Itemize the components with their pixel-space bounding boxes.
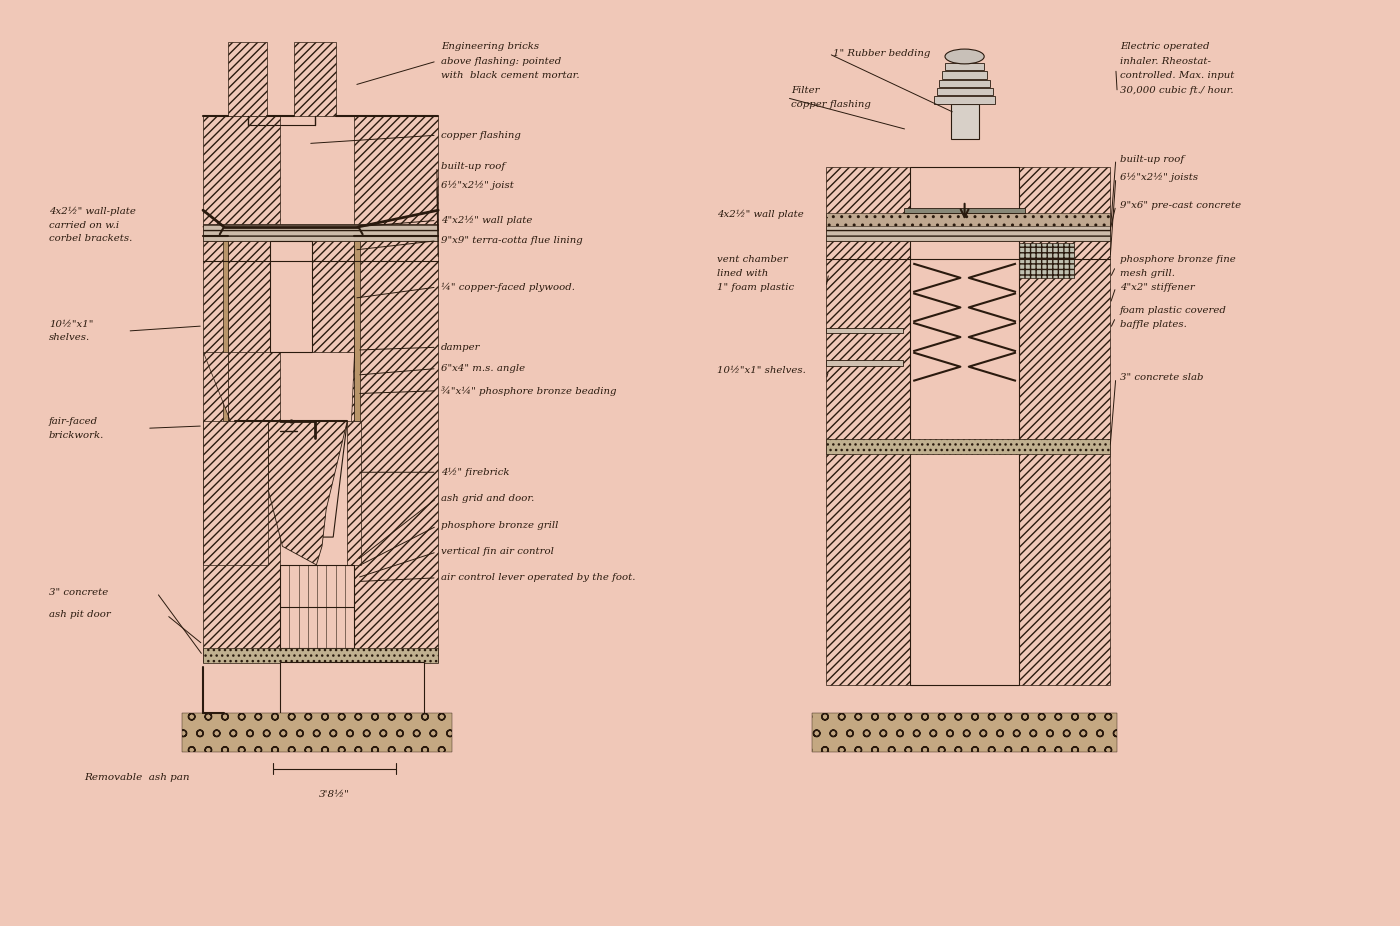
- Ellipse shape: [945, 49, 984, 64]
- Text: 3'8½": 3'8½": [319, 790, 350, 799]
- Bar: [1019, 243, 1074, 278]
- Text: 4x2½" wall plate: 4x2½" wall plate: [717, 210, 804, 219]
- Bar: [280, 565, 354, 648]
- Text: 3" concrete slab: 3" concrete slab: [1120, 373, 1204, 382]
- Bar: [354, 241, 360, 421]
- Text: corbel brackets.: corbel brackets.: [49, 234, 133, 244]
- Bar: [812, 713, 1117, 752]
- Text: foam plastic covered: foam plastic covered: [1120, 306, 1226, 315]
- Bar: [354, 116, 438, 662]
- Text: Engineering bricks: Engineering bricks: [441, 42, 539, 51]
- Bar: [910, 167, 1019, 685]
- Bar: [203, 224, 438, 241]
- Text: with  black cement mortar.: with black cement mortar.: [441, 71, 580, 81]
- Text: 1" Rubber bedding: 1" Rubber bedding: [833, 49, 931, 58]
- Text: fair-faced: fair-faced: [49, 417, 98, 426]
- Bar: [904, 208, 1025, 213]
- Bar: [223, 241, 228, 421]
- Text: 10½"x1": 10½"x1": [49, 319, 94, 329]
- Bar: [203, 648, 438, 663]
- Text: carried on w.i: carried on w.i: [49, 220, 119, 230]
- Text: ash grid and door.: ash grid and door.: [441, 494, 535, 503]
- Text: lined with: lined with: [717, 269, 769, 278]
- Text: brickwork.: brickwork.: [49, 431, 105, 440]
- Text: 6"x4" m.s. angle: 6"x4" m.s. angle: [441, 364, 525, 373]
- Bar: [294, 42, 336, 116]
- Polygon shape: [269, 421, 347, 565]
- Text: ash pit door: ash pit door: [49, 610, 111, 619]
- Text: 9"x9" terra-cotta flue lining: 9"x9" terra-cotta flue lining: [441, 236, 582, 245]
- Bar: [939, 80, 990, 87]
- Bar: [347, 421, 361, 565]
- Text: phosphore bronze grill: phosphore bronze grill: [441, 521, 559, 531]
- Bar: [182, 713, 452, 752]
- Bar: [826, 213, 1110, 226]
- Bar: [203, 116, 280, 662]
- Polygon shape: [269, 421, 347, 537]
- Text: copper flashing: copper flashing: [441, 131, 521, 140]
- Text: 4½" firebrick: 4½" firebrick: [441, 468, 510, 477]
- Text: 3" concrete: 3" concrete: [49, 588, 108, 597]
- Text: copper flashing: copper flashing: [791, 100, 871, 109]
- Bar: [945, 63, 984, 70]
- Text: vent chamber: vent chamber: [717, 255, 788, 264]
- Bar: [903, 213, 1026, 224]
- Text: shelves.: shelves.: [49, 333, 90, 343]
- Text: damper: damper: [441, 343, 480, 352]
- Bar: [826, 360, 903, 366]
- Bar: [228, 241, 354, 352]
- Text: 6½"x2½" joist: 6½"x2½" joist: [441, 181, 514, 190]
- Bar: [280, 662, 424, 713]
- Text: built-up roof: built-up roof: [441, 162, 505, 171]
- Text: Filter: Filter: [791, 86, 819, 95]
- Text: Removable  ash pan: Removable ash pan: [84, 773, 189, 782]
- Text: 30,000 cubic ft./ hour.: 30,000 cubic ft./ hour.: [1120, 86, 1233, 95]
- Text: 10½"x1" shelves.: 10½"x1" shelves.: [717, 366, 805, 375]
- Text: 1" foam plastic: 1" foam plastic: [717, 282, 794, 292]
- Bar: [826, 328, 903, 333]
- Bar: [934, 96, 995, 104]
- Bar: [937, 88, 993, 95]
- Text: ¾"x¼" phosphore bronze beading: ¾"x¼" phosphore bronze beading: [441, 386, 616, 395]
- Bar: [1019, 167, 1110, 685]
- Text: inhaler. Rheostat-: inhaler. Rheostat-: [1120, 56, 1211, 66]
- Bar: [942, 71, 987, 79]
- Text: 4x2½" wall-plate: 4x2½" wall-plate: [49, 206, 136, 216]
- Text: above flashing: pointed: above flashing: pointed: [441, 56, 561, 66]
- Bar: [270, 241, 312, 352]
- Text: vertical fin air control: vertical fin air control: [441, 547, 554, 557]
- Bar: [826, 167, 910, 685]
- Text: 4"x2" stiffener: 4"x2" stiffener: [1120, 282, 1194, 292]
- Text: phosphore bronze fine: phosphore bronze fine: [1120, 255, 1236, 264]
- Text: 9"x6" pre-cast concrete: 9"x6" pre-cast concrete: [1120, 201, 1242, 210]
- Bar: [951, 104, 979, 139]
- Bar: [826, 224, 1110, 241]
- Text: 6½"x2½" joists: 6½"x2½" joists: [1120, 173, 1198, 182]
- Bar: [203, 421, 269, 565]
- Text: ¼" copper-faced plywood.: ¼" copper-faced plywood.: [441, 282, 575, 292]
- Text: baffle plates.: baffle plates.: [1120, 319, 1187, 329]
- Bar: [826, 439, 1110, 454]
- Text: 4"x2½" wall plate: 4"x2½" wall plate: [441, 216, 532, 225]
- Text: built-up roof: built-up roof: [1120, 155, 1184, 164]
- Text: Electric operated: Electric operated: [1120, 42, 1210, 51]
- Polygon shape: [203, 352, 230, 421]
- Polygon shape: [351, 352, 354, 421]
- Text: controlled. Max. input: controlled. Max. input: [1120, 71, 1235, 81]
- Text: air control lever operated by the foot.: air control lever operated by the foot.: [441, 573, 636, 582]
- Bar: [228, 42, 267, 116]
- Text: mesh grill.: mesh grill.: [1120, 269, 1175, 278]
